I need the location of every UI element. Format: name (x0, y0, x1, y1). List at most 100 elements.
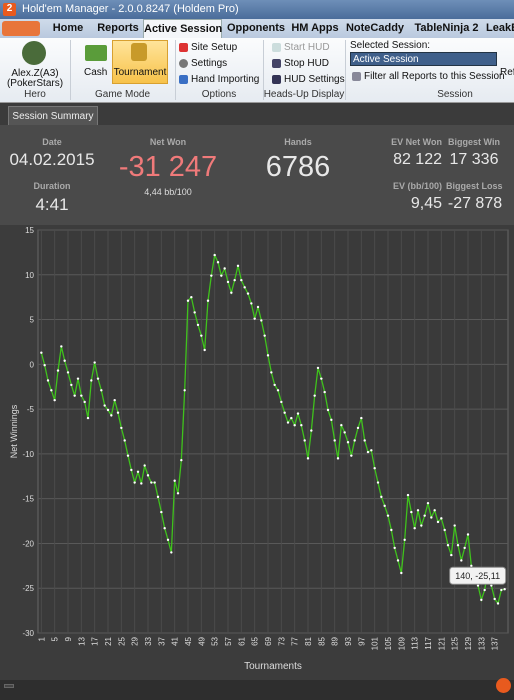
option-settings[interactable]: Settings (179, 58, 227, 69)
data-point (250, 302, 253, 305)
data-point (356, 426, 360, 430)
data-point (380, 495, 383, 499)
hero-name[interactable]: Alex.Z(A3) (11, 68, 59, 79)
title-bar: 2 Hold'em Manager - 2.0.0.8247 (Holdem P… (0, 0, 514, 19)
y-tick-label: 10 (25, 271, 34, 280)
data-point (450, 553, 453, 557)
data-point (446, 544, 450, 547)
app-menu[interactable] (2, 21, 40, 36)
tab[interactable]: HM Apps (291, 22, 339, 34)
x-tick-label: 129 (464, 636, 473, 650)
data-point (100, 389, 103, 392)
hud-label: Start HUD (284, 42, 330, 53)
data-point (306, 457, 310, 460)
data-point (326, 408, 330, 412)
hud-stop[interactable]: Stop HUD (272, 58, 329, 69)
option-site-setup[interactable]: Site Setup (179, 42, 237, 53)
data-point (463, 546, 466, 550)
data-point (440, 517, 443, 520)
x-tick-label: 17 (91, 636, 100, 645)
app-logo: 2 (3, 3, 16, 16)
cash-icon (85, 45, 107, 61)
hud-start[interactable]: Start HUD (272, 42, 330, 53)
filter-label: Filter all Reports to this Session (364, 71, 505, 82)
data-point (346, 441, 350, 444)
data-point (73, 394, 76, 397)
data-point (313, 394, 316, 397)
x-tick-label: 65 (251, 636, 260, 645)
data-point (360, 416, 363, 420)
data-point (56, 369, 60, 372)
y-axis-label: Net Winnings (9, 404, 19, 458)
session-dropdown[interactable]: Active Session (350, 52, 497, 66)
options-button[interactable] (4, 684, 14, 688)
data-point (336, 457, 340, 460)
x-tick-label: 53 (211, 636, 220, 645)
x-tick-label: 77 (291, 636, 300, 645)
x-tick-label: 21 (104, 636, 113, 645)
hud-settings[interactable]: HUD Settings (272, 74, 345, 85)
tab[interactable]: TableNinja 2 (414, 22, 479, 34)
data-point (390, 528, 393, 532)
data-point (83, 400, 86, 404)
tab[interactable]: NoteCaddy (345, 22, 405, 34)
tab[interactable]: Reports (97, 22, 139, 34)
option-hand-importing[interactable]: Hand Importing (179, 74, 259, 85)
data-point (333, 439, 336, 442)
tab-active[interactable]: Active Session (143, 19, 222, 38)
x-tick-label: 97 (357, 636, 366, 645)
data-point (140, 482, 143, 485)
hero-site[interactable]: (PokerStars) (6, 78, 64, 89)
stat-value: 04.02.2015 (9, 150, 95, 169)
data-point (256, 305, 260, 309)
data-point (203, 348, 206, 352)
data-point (66, 371, 70, 374)
data-point (400, 571, 403, 575)
data-point (206, 299, 210, 302)
data-point (433, 509, 436, 512)
data-point (480, 598, 483, 602)
tournament-button[interactable]: Tournament (113, 67, 167, 78)
y-tick-label: -10 (22, 450, 34, 459)
stat-label: Biggest Loss (446, 181, 503, 191)
stat-label: EV Net Won (391, 137, 442, 147)
data-point (423, 514, 426, 517)
refresh-button[interactable]: Ref (500, 67, 514, 78)
data-point (196, 323, 200, 327)
session-label: Selected Session: (350, 40, 431, 51)
data-point (120, 426, 123, 430)
cash-button[interactable]: Cash (84, 67, 108, 78)
x-axis-label: Tournaments (244, 661, 302, 672)
data-point (133, 481, 136, 484)
x-tick-label: 1 (37, 636, 46, 641)
tab[interactable]: LeakBu (486, 22, 514, 34)
data-point (500, 588, 503, 592)
data-point (80, 394, 83, 397)
data-point (430, 516, 433, 519)
data-point (490, 584, 493, 587)
stat-label: EV (bb/100) (392, 181, 442, 191)
data-point (116, 411, 120, 414)
data-point (173, 479, 176, 482)
data-point (170, 551, 173, 554)
stats-panel: Date 04.02.2015 Duration 4:41 Net Won -3… (0, 125, 514, 226)
data-point (350, 454, 353, 457)
tab[interactable]: Opponents (226, 22, 286, 34)
x-tick-label: 113 (411, 636, 420, 649)
data-point (343, 431, 346, 434)
data-point (136, 470, 140, 473)
tab-bar: Home Reports Active Session Opponents HM… (0, 19, 514, 38)
x-tick-label: 37 (157, 636, 166, 645)
data-point (273, 383, 276, 387)
data-point (270, 371, 273, 374)
x-tick-label: 5 (51, 636, 60, 641)
y-tick-label: 15 (25, 226, 34, 235)
data-point (176, 492, 180, 495)
summary-tab[interactable]: Session Summary (8, 106, 98, 125)
data-point (76, 377, 80, 380)
stat-value: -31 247 (118, 151, 218, 183)
filter-button[interactable]: Filter all Reports to this Session (352, 71, 505, 82)
y-tick-label: -20 (22, 539, 34, 548)
tab[interactable]: Home (52, 22, 84, 34)
x-tick-label: 25 (117, 636, 126, 645)
